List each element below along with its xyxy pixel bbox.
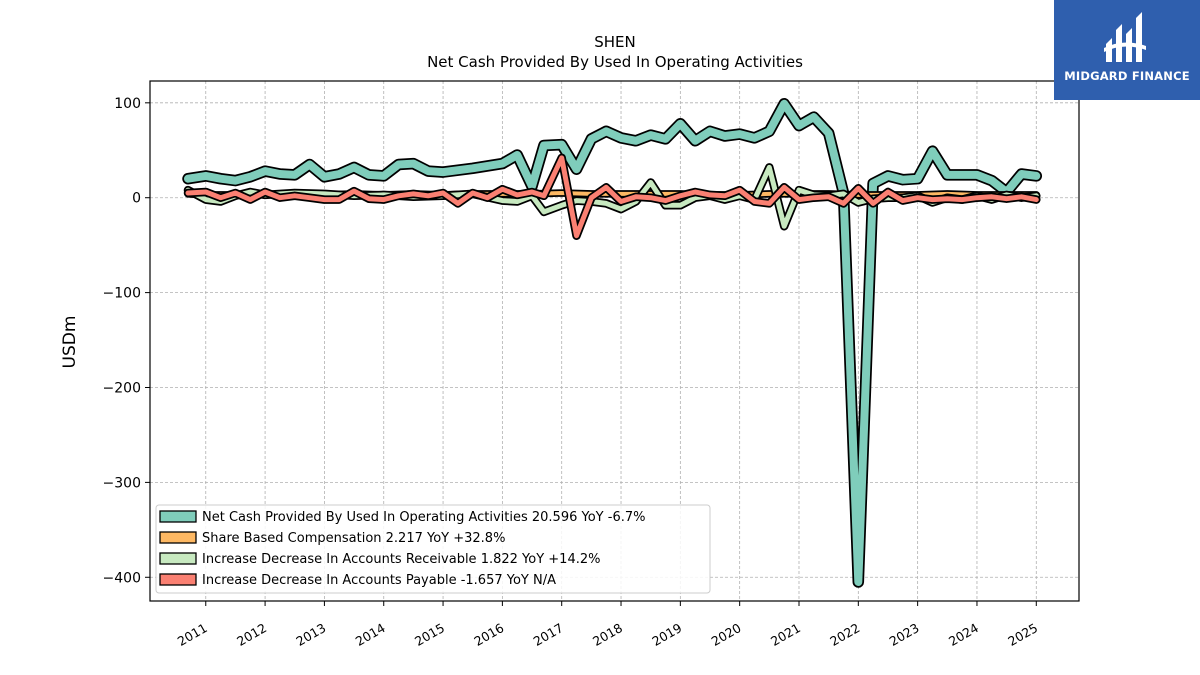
series-line <box>184 99 1041 586</box>
chart-subtitle: Net Cash Provided By Used In Operating A… <box>427 53 803 71</box>
legend-swatch <box>159 552 197 565</box>
series-3 <box>183 153 1041 240</box>
legend-label: Increase Decrease In Accounts Receivable… <box>202 552 600 567</box>
x-tick-label: 2013 <box>293 620 328 649</box>
x-tick-label: 2016 <box>471 620 506 649</box>
x-tick-label: 2024 <box>946 620 981 649</box>
legend-label: Net Cash Provided By Used In Operating A… <box>202 510 645 525</box>
x-tick-label: 2017 <box>531 620 566 649</box>
brand-logo: MIDGARD FINANCE <box>1054 0 1200 100</box>
legend-swatch <box>159 510 197 523</box>
legend-box <box>155 504 711 594</box>
y-tick-label: −200 <box>103 380 141 396</box>
plot-frame <box>149 80 1080 602</box>
chart-title: SHEN <box>594 33 636 51</box>
x-tick-label: 2012 <box>234 620 269 649</box>
brand-mark-icon <box>1104 12 1146 62</box>
x-tick-label: 2022 <box>827 620 862 649</box>
y-tick-label: −300 <box>103 475 141 491</box>
series-line <box>185 155 1039 239</box>
x-tick-label: 2025 <box>1005 620 1040 649</box>
x-tick-label: 2023 <box>887 620 922 649</box>
y-tick-label: −100 <box>103 286 141 302</box>
x-tick-label: 2011 <box>175 620 210 649</box>
x-tick-label: 2019 <box>649 620 684 649</box>
y-tick-label: 100 <box>114 96 141 112</box>
x-tick-label: 2014 <box>353 620 388 649</box>
legend: Net Cash Provided By Used In Operating A… <box>155 504 711 594</box>
x-tick-label: 2018 <box>590 620 625 649</box>
x-tick-label: 2020 <box>709 620 744 649</box>
legend-swatch <box>159 573 197 586</box>
y-tick-label: 0 <box>132 191 141 207</box>
series-0 <box>182 98 1043 588</box>
brand-name: MIDGARD FINANCE <box>1064 69 1190 83</box>
y-tick-label: −400 <box>103 570 141 586</box>
grid <box>150 81 1079 601</box>
y-axis-label: USDm <box>60 316 80 369</box>
series-lines <box>182 98 1043 588</box>
legend-label: Increase Decrease In Accounts Payable -1… <box>202 573 556 588</box>
legend-label: Share Based Compensation 2.217 YoY +32.8… <box>202 531 505 546</box>
x-tick-label: 2015 <box>412 620 447 649</box>
legend-swatch <box>159 531 197 544</box>
x-tick-label: 2021 <box>768 620 803 649</box>
